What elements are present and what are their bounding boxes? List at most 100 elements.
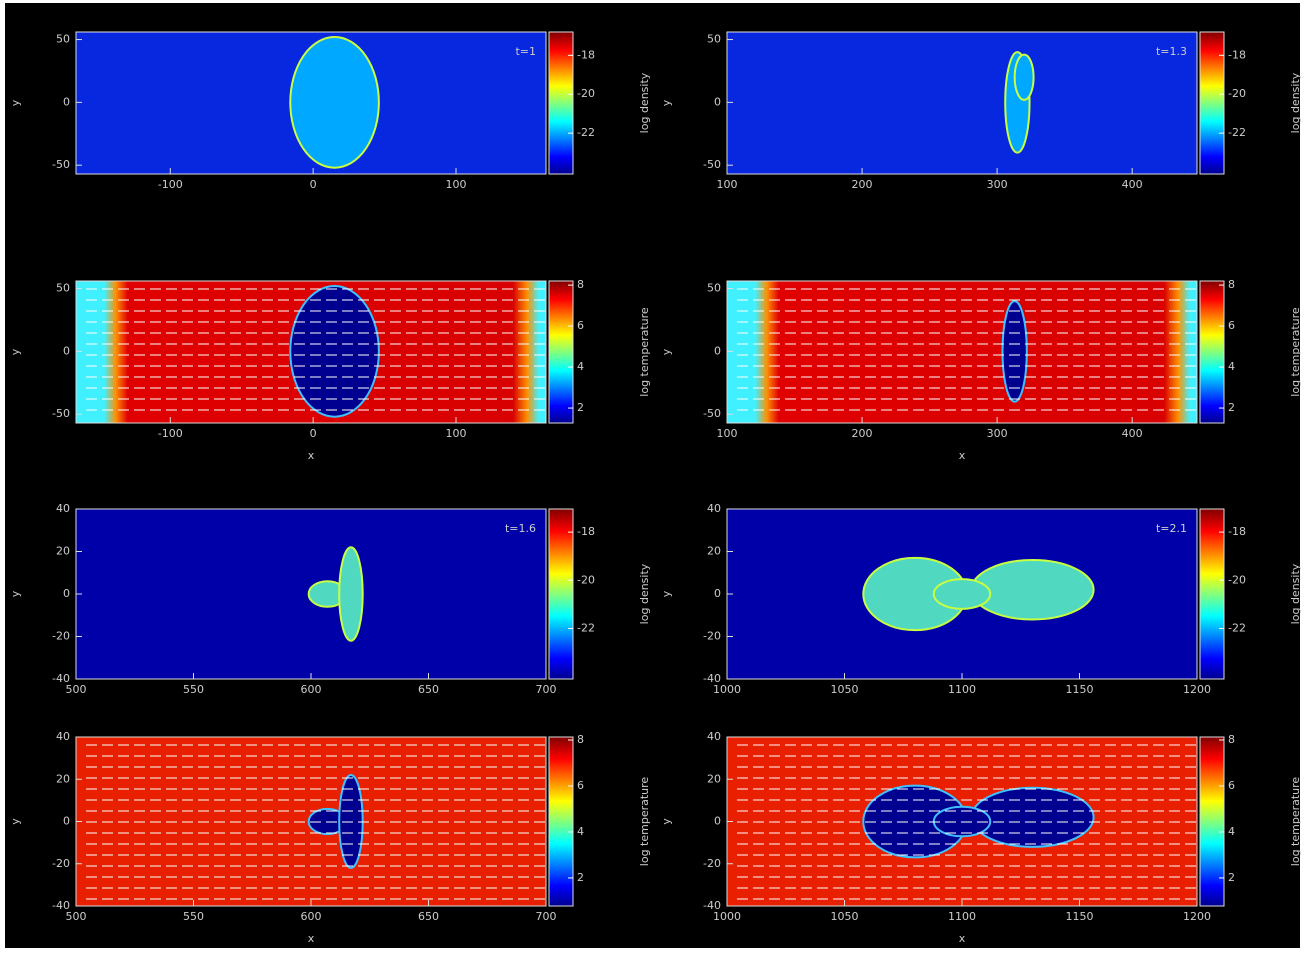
cloud [290,37,379,168]
x-tick-label: 650 [418,910,439,923]
y-tick-label: -40 [52,672,70,685]
y-tick-label: 40 [707,730,721,743]
y-tick-label: 0 [714,344,721,357]
x-tick-label: 550 [183,910,204,923]
y-tick-label: 0 [63,815,70,828]
time-label: t=2.1 [1156,522,1187,535]
y-tick-label: -50 [703,158,721,171]
x-tick-label: 100 [717,178,738,191]
colorbar-tick-label: 8 [577,278,584,291]
colorbar-tick-label: -22 [577,126,595,139]
x-axis-label: x [308,449,315,462]
x-tick-label: 700 [536,683,557,696]
colorbar-tick-label: -18 [1228,525,1246,538]
time-label: t=1.6 [505,522,536,535]
x-tick-label: 700 [536,910,557,923]
x-tick-label: 600 [301,683,322,696]
y-tick-label: 40 [707,502,721,515]
colorbar-tick-label: -22 [1228,621,1246,634]
y-axis-label: y [660,99,673,106]
colorbar-tick-label: -20 [1228,87,1246,100]
colorbar [1200,509,1224,679]
y-axis-label: y [9,590,22,597]
y-tick-label: -50 [703,407,721,420]
x-tick-label: 0 [310,427,317,440]
x-tick-label: 1200 [1183,910,1211,923]
x-axis-label: x [308,932,315,945]
colorbar-tick-label: 2 [1228,401,1235,414]
x-tick-label: 600 [301,910,322,923]
colorbar-tick-label: 2 [577,871,584,884]
x-tick-label: 300 [987,427,1008,440]
colorbar-tick-label: 2 [577,401,584,414]
y-tick-label: 50 [707,33,721,46]
colorbar-label: log density [1289,563,1302,624]
colorbar-label: log density [638,72,651,133]
x-tick-label: 100 [446,178,467,191]
colorbar-label: log density [638,563,651,624]
colorbar-tick-label: -18 [1228,48,1246,61]
x-tick-label: 1200 [1183,683,1211,696]
y-tick-label: 0 [714,95,721,108]
cloud [934,579,990,609]
colorbar-label: log temperature [1289,307,1302,397]
x-tick-label: 100 [717,427,738,440]
y-tick-label: 0 [63,95,70,108]
x-axis-label: x [959,932,966,945]
y-tick-label: 0 [63,587,70,600]
x-tick-label: 1150 [1066,910,1094,923]
y-axis-label: y [660,348,673,355]
colorbar-tick-label: -18 [577,525,595,538]
colorbar-tick-label: 6 [1228,319,1235,332]
x-tick-label: 1150 [1066,683,1094,696]
time-label: t=1 [515,45,536,58]
y-tick-label: 20 [56,545,70,558]
y-tick-label: -20 [703,857,721,870]
colorbar-tick-label: 6 [577,319,584,332]
colorbar [549,281,573,423]
cloud [1015,55,1034,100]
x-tick-label: 100 [446,427,467,440]
colorbar-tick-label: 4 [1228,825,1235,838]
colorbar-tick-label: 6 [1228,779,1235,792]
colorbar [549,32,573,174]
y-tick-label: 20 [707,545,721,558]
colorbar [1200,737,1224,906]
y-tick-label: -50 [52,158,70,171]
y-axis-label: y [660,590,673,597]
x-tick-label: 1050 [831,910,859,923]
y-tick-label: 50 [56,282,70,295]
colorbar-tick-label: -22 [577,621,595,634]
y-tick-label: -40 [52,899,70,912]
y-axis-label: y [9,99,22,106]
y-tick-label: -20 [52,630,70,643]
colorbar-tick-label: -20 [1228,573,1246,586]
y-tick-label: 0 [714,815,721,828]
x-tick-label: 1050 [831,683,859,696]
colorbar [1200,281,1224,423]
x-tick-label: 400 [1122,427,1143,440]
colorbar [549,509,573,679]
x-tick-label: 1100 [948,683,976,696]
cloud [339,547,363,641]
colorbar-tick-label: -20 [577,573,595,586]
y-axis-label: y [9,818,22,825]
y-tick-label: 20 [707,772,721,785]
x-tick-label: 0 [310,178,317,191]
y-tick-label: -50 [52,407,70,420]
x-tick-label: -100 [158,427,183,440]
y-tick-label: 40 [56,502,70,515]
y-tick-label: -40 [703,672,721,685]
colorbar-label: log temperature [638,777,651,867]
colorbar-label: log temperature [1289,777,1302,867]
y-tick-label: 0 [714,587,721,600]
y-tick-label: -40 [703,899,721,912]
colorbar-tick-label: 2 [1228,871,1235,884]
colorbar-tick-label: 6 [577,779,584,792]
x-tick-label: 200 [852,427,873,440]
colorbar-tick-label: 8 [1228,733,1235,746]
heatmap-background [727,281,1197,423]
colorbar-tick-label: 8 [577,733,584,746]
x-tick-label: 400 [1122,178,1143,191]
colorbar-label: log density [1289,72,1302,133]
